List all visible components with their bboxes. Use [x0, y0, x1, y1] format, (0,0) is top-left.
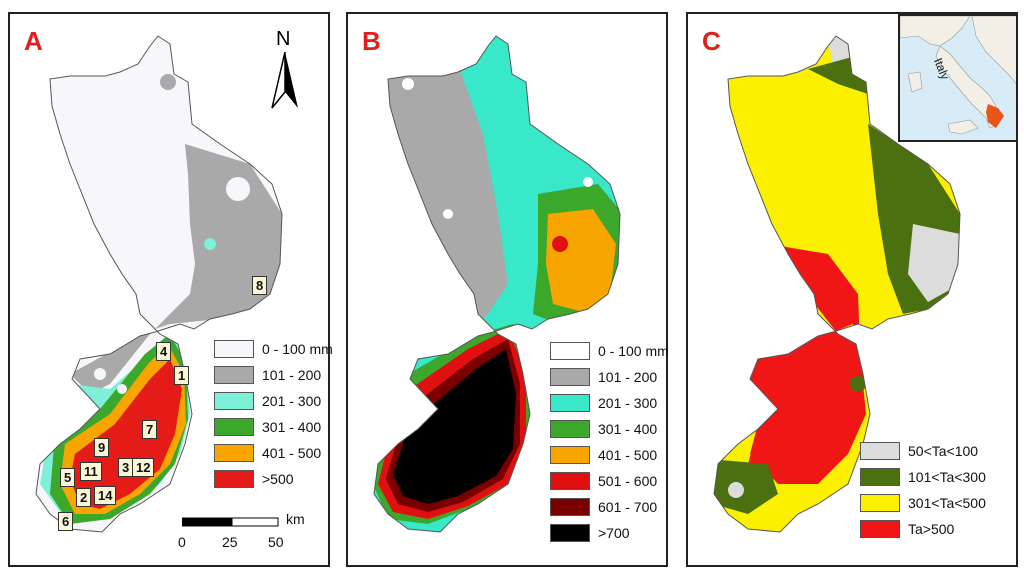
legend-swatch	[214, 418, 254, 436]
legend-item: 301<Ta<500	[860, 490, 986, 516]
legend-item: 101<Ta<300	[860, 464, 986, 490]
legend-swatch	[550, 368, 590, 386]
site-marker: 8	[252, 276, 268, 295]
legend-label: 301<Ta<500	[908, 495, 986, 511]
legend-item: 0 - 100 mm	[550, 338, 669, 364]
map-panel-c: C Italy 50<Ta<100 101<Ta<300 301<Ta<500 …	[686, 12, 1018, 567]
legend-label: 101 - 200	[262, 367, 322, 383]
site-marker: 7	[142, 420, 158, 439]
scale-bar-graphic	[182, 517, 279, 527]
legend-label: 501 - 600	[598, 473, 658, 489]
site-marker: 11	[80, 462, 102, 481]
legend-item: 101 - 200	[550, 364, 669, 390]
italy-map-icon	[900, 16, 1016, 135]
legend-c: 50<Ta<100 101<Ta<300 301<Ta<500 Ta>500	[860, 438, 986, 542]
site-marker: 4	[156, 342, 172, 361]
site-marker: 2	[76, 488, 92, 507]
legend-swatch	[550, 342, 590, 360]
site-marker: 1	[174, 366, 190, 385]
legend-swatch	[550, 498, 590, 516]
legend-item: 101 - 200	[214, 362, 333, 388]
legend-label: 0 - 100 mm	[262, 341, 333, 357]
map-panel-b: B 0 - 100 mm 101 - 200 201 - 300 301 - 4…	[346, 12, 669, 567]
legend-swatch	[214, 470, 254, 488]
site-marker: 5	[60, 468, 76, 487]
legend-swatch	[214, 392, 254, 410]
legend-swatch	[860, 468, 900, 486]
site-marker: 14	[94, 486, 117, 505]
legend-item: 0 - 100 mm	[214, 336, 333, 362]
legend-label: 101 - 200	[598, 369, 658, 385]
site-marker: 12	[132, 458, 155, 477]
legend-swatch	[214, 340, 254, 358]
site-marker: 6	[58, 512, 74, 531]
legend-a: 0 - 100 mm 101 - 200 201 - 300 301 - 400…	[214, 336, 333, 492]
legend-label: >700	[598, 525, 630, 541]
scale-unit: km	[286, 511, 305, 527]
legend-label: 201 - 300	[262, 393, 322, 409]
panel-label-b: B	[362, 26, 381, 56]
legend-label: 401 - 500	[262, 445, 322, 461]
legend-item: >700	[550, 520, 669, 546]
scale-bar: km 0 25 50	[178, 511, 332, 556]
legend-swatch	[550, 420, 590, 438]
legend-item: 401 - 500	[550, 442, 669, 468]
legend-label: 401 - 500	[598, 447, 658, 463]
legend-swatch	[860, 442, 900, 460]
legend-item: 201 - 300	[550, 390, 669, 416]
legend-label: 101<Ta<300	[908, 469, 986, 485]
legend-b: 0 - 100 mm 101 - 200 201 - 300 301 - 400…	[550, 338, 669, 546]
north-arrow-icon	[271, 52, 298, 109]
legend-swatch	[550, 524, 590, 542]
panel-label-c: C	[702, 26, 721, 56]
legend-swatch	[214, 444, 254, 462]
scale-tick: 25	[222, 534, 238, 550]
legend-label: 50<Ta<100	[908, 443, 979, 459]
italy-locator-inset: Italy	[898, 14, 1018, 142]
map-panel-a: A N 0 - 100 mm 101 - 200 201 - 300 301 -…	[8, 12, 333, 567]
north-label: N	[276, 28, 291, 50]
legend-item: 301 - 400	[550, 416, 669, 442]
legend-swatch	[860, 520, 900, 538]
legend-swatch	[214, 366, 254, 384]
legend-label: 301 - 400	[262, 419, 322, 435]
legend-swatch	[550, 446, 590, 464]
scale-tick: 50	[268, 534, 284, 550]
site-marker: 3	[118, 458, 134, 477]
legend-swatch	[550, 394, 590, 412]
north-arrow: N	[268, 28, 302, 109]
calabria-map-b	[373, 35, 621, 533]
legend-label: 0 - 100 mm	[598, 343, 669, 359]
legend-item: 401 - 500	[214, 440, 333, 466]
site-marker: 9	[94, 438, 110, 457]
legend-item: >500	[214, 466, 333, 492]
legend-item: 301 - 400	[214, 414, 333, 440]
panel-label-a: A	[24, 26, 43, 56]
legend-label: Ta>500	[908, 521, 955, 537]
legend-item: 601 - 700	[550, 494, 669, 520]
scale-tick: 0	[178, 534, 186, 550]
legend-item: 50<Ta<100	[860, 438, 986, 464]
legend-label: 601 - 700	[598, 499, 658, 515]
legend-label: 301 - 400	[598, 421, 658, 437]
legend-swatch	[860, 494, 900, 512]
legend-label: 201 - 300	[598, 395, 658, 411]
legend-swatch	[550, 472, 590, 490]
legend-item: 201 - 300	[214, 388, 333, 414]
legend-item: Ta>500	[860, 516, 986, 542]
legend-item: 501 - 600	[550, 468, 669, 494]
legend-label: >500	[262, 471, 294, 487]
